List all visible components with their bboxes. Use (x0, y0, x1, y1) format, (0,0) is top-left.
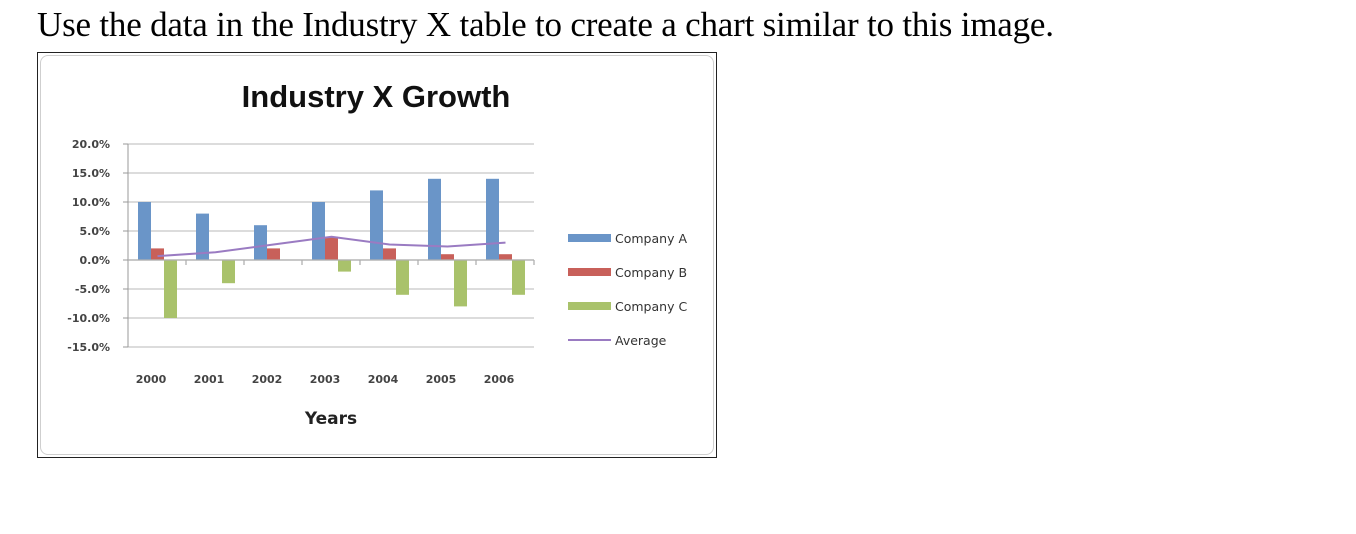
legend-label: Average (615, 333, 667, 348)
bar-company-c (454, 260, 467, 307)
x-axis-title: Years (304, 409, 357, 429)
x-tick-label: 2004 (368, 373, 399, 386)
legend-swatch-company-a (568, 234, 611, 242)
bar-company-a (486, 178, 499, 260)
x-tick-label: 2003 (310, 373, 341, 386)
bar-company-b (151, 248, 164, 260)
bar-company-c (396, 260, 409, 295)
bar-company-a (312, 202, 325, 260)
bar-company-b (383, 248, 396, 260)
legend-label: Company C (615, 299, 687, 314)
legend-swatch-company-b (568, 268, 611, 276)
y-tick-label: 0.0% (79, 254, 110, 267)
bar-company-b (325, 236, 338, 260)
bar-company-b (441, 254, 454, 260)
bar-company-b (499, 254, 512, 260)
legend-label: Company A (615, 231, 687, 246)
chart-frame: Industry X Growth 20.0% 15.0% 10.0% 5.0% 0.0%… (37, 52, 717, 458)
x-tick-label: 2001 (194, 373, 225, 386)
bar-company-c (512, 260, 525, 295)
chart-title: Industry X Growth (242, 79, 511, 114)
bar-company-a (370, 190, 383, 260)
bar-company-a (138, 202, 151, 260)
bar-company-c (164, 260, 177, 318)
x-tick-label: 2006 (484, 373, 515, 386)
y-tick-label: 10.0% (72, 196, 110, 209)
bar-company-c (338, 260, 351, 272)
legend-label: Company B (615, 265, 687, 280)
bar-company-a (428, 178, 441, 260)
bar-company-c (222, 260, 235, 284)
x-tick-label: 2002 (252, 373, 283, 386)
y-tick-label: -15.0% (67, 341, 110, 354)
legend-swatch-company-c (568, 302, 611, 310)
chart-svg: Industry X Growth 20.0% 15.0% 10.0% 5.0% 0.0%… (67, 79, 687, 429)
y-tick-label: 15.0% (72, 167, 110, 180)
y-tick-label: 20.0% (72, 138, 110, 151)
bar-company-a (196, 213, 209, 260)
bar-company-a (254, 225, 267, 260)
x-tick-label: 2000 (136, 373, 167, 386)
y-tick-label: -5.0% (75, 283, 110, 296)
instruction-text: Use the data in the Industry X table to … (37, 5, 1054, 44)
y-tick-label: 5.0% (79, 225, 110, 238)
x-tick-label: 2005 (426, 373, 457, 386)
line-average (157, 235, 506, 258)
y-tick-label: -10.0% (67, 312, 110, 325)
bar-company-b (267, 248, 280, 260)
